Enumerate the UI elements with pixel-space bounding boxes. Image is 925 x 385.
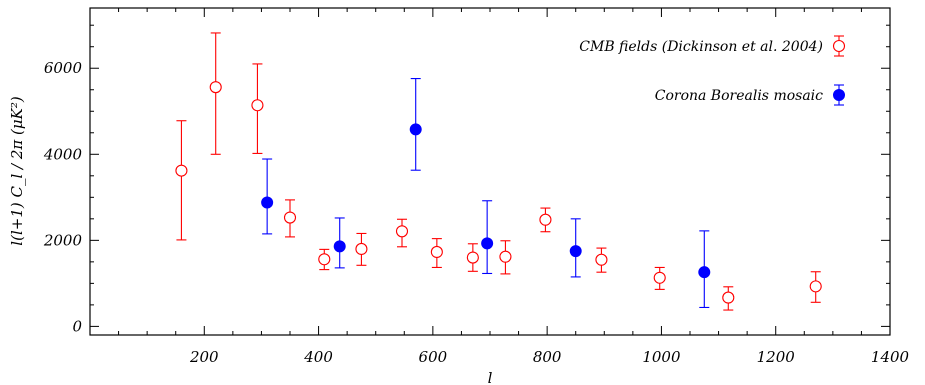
legend: CMB fields (Dickinson et al. 2004) Corona… bbox=[579, 35, 846, 106]
x-tick-label: 400 bbox=[303, 348, 333, 366]
data-point bbox=[355, 242, 368, 255]
data-point bbox=[430, 245, 443, 259]
data-point bbox=[653, 271, 666, 284]
data-point bbox=[261, 196, 274, 209]
series-layer bbox=[175, 32, 822, 311]
data-point bbox=[595, 253, 608, 266]
x-tick-label: 1000 bbox=[642, 348, 681, 366]
data-point bbox=[481, 237, 494, 250]
data-point bbox=[409, 123, 422, 136]
data-point bbox=[539, 213, 552, 226]
x-axis: 200 400 600 800 1000 1200 1400 bbox=[118, 8, 910, 366]
plot-area-border bbox=[89, 7, 891, 336]
data-point bbox=[499, 250, 512, 263]
y-axis: 0 2000 4000 6000 bbox=[43, 24, 890, 335]
data-point bbox=[466, 251, 479, 264]
x-tick-label: 1200 bbox=[757, 348, 796, 366]
y-axis-label: l(l+1) C_l / 2π (μK²) bbox=[8, 96, 26, 246]
series-cmb-fields bbox=[175, 32, 822, 311]
data-point bbox=[283, 211, 297, 224]
y-tick-label: 2000 bbox=[43, 231, 83, 249]
data-point bbox=[809, 280, 822, 293]
y-tick-label: 6000 bbox=[44, 59, 83, 77]
x-tick-label: 600 bbox=[419, 348, 448, 366]
legend-entry: Corona Borealis mosaic bbox=[655, 84, 845, 106]
legend-marker bbox=[832, 39, 846, 53]
data-point bbox=[698, 266, 711, 279]
y-tick-label: 0 bbox=[72, 317, 82, 335]
legend-marker bbox=[833, 89, 845, 101]
data-point bbox=[175, 164, 188, 177]
data-point bbox=[333, 240, 346, 253]
data-point bbox=[251, 99, 264, 112]
series-corona-borealis bbox=[261, 78, 711, 309]
legend-label: CMB fields (Dickinson et al. 2004) bbox=[579, 39, 823, 55]
x-axis-label: l bbox=[488, 369, 493, 385]
data-point bbox=[569, 245, 582, 258]
x-tick-label: 200 bbox=[189, 348, 219, 366]
data-point bbox=[722, 291, 735, 304]
y-tick-label: 4000 bbox=[43, 145, 83, 163]
legend-label: Corona Borealis mosaic bbox=[655, 88, 823, 104]
data-point bbox=[209, 81, 222, 94]
legend-entry: CMB fields (Dickinson et al. 2004) bbox=[579, 35, 846, 57]
data-point bbox=[395, 225, 409, 238]
data-point bbox=[318, 253, 331, 266]
x-tick-label: 800 bbox=[533, 348, 562, 366]
x-tick-label: 1400 bbox=[871, 348, 910, 366]
plot-frame bbox=[89, 7, 891, 336]
